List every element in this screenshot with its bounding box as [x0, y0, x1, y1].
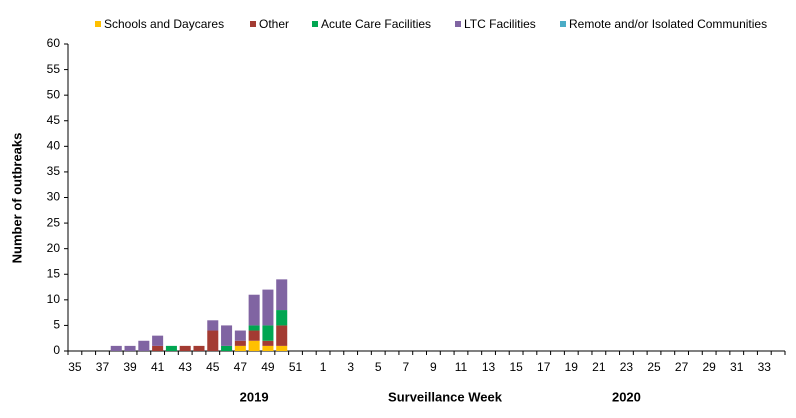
- bar-segment: [248, 330, 260, 341]
- bar-segment: [276, 345, 288, 351]
- x-tick-label: 9: [430, 360, 437, 374]
- x-axis-label: Surveillance Week: [388, 389, 503, 404]
- bar-segment: [152, 345, 164, 351]
- x-tick-label: 21: [592, 360, 606, 374]
- bar-segment: [124, 345, 136, 351]
- y-tick-label: 30: [47, 190, 61, 204]
- x-tick-label: 37: [96, 360, 110, 374]
- bar-segment: [262, 340, 274, 346]
- x-tick-label: 15: [509, 360, 523, 374]
- bar-segment: [207, 320, 219, 331]
- x-tick-label: 31: [730, 360, 744, 374]
- x-tick-label: 3: [347, 360, 354, 374]
- bar-segment: [262, 325, 274, 341]
- y-tick-label: 15: [47, 266, 61, 280]
- x-tick-label: 39: [123, 360, 137, 374]
- y-tick-label: 45: [47, 113, 61, 127]
- y-tick-label: 0: [53, 343, 60, 357]
- x-tick-label: 19: [565, 360, 579, 374]
- legend-label: Schools and Daycares: [104, 17, 224, 31]
- x-tick-label: 47: [234, 360, 248, 374]
- legend-label: Other: [259, 17, 289, 31]
- x-tick-label: 33: [758, 360, 772, 374]
- x-tick-label: 1: [320, 360, 327, 374]
- bar-segment: [207, 330, 219, 351]
- y-tick-label: 40: [47, 139, 61, 153]
- year-label: 2020: [612, 389, 641, 404]
- bar-segment: [110, 345, 122, 351]
- bar-segment: [248, 325, 260, 331]
- y-tick-label: 5: [53, 318, 60, 332]
- bar-segment: [262, 345, 274, 351]
- x-tick-label: 41: [151, 360, 165, 374]
- bar-segment: [248, 294, 260, 326]
- y-tick-label: 10: [47, 292, 61, 306]
- x-tick-label: 25: [647, 360, 661, 374]
- legend-label: Remote and/or Isolated Communities: [569, 17, 767, 31]
- x-tick-label: 7: [402, 360, 409, 374]
- x-tick-label: 35: [68, 360, 82, 374]
- x-tick-label: 45: [206, 360, 220, 374]
- x-tick-label: 13: [482, 360, 496, 374]
- y-axis-label: Number of outbreaks: [9, 133, 24, 264]
- bar-segment: [234, 340, 246, 346]
- bar-segment: [234, 330, 246, 341]
- bar-segment: [179, 345, 191, 351]
- bar-segment: [193, 345, 205, 351]
- x-tick-label: 23: [620, 360, 634, 374]
- bar-segment: [276, 325, 288, 346]
- bar-segment: [138, 340, 150, 351]
- legend-label: LTC Facilities: [464, 17, 536, 31]
- legend-swatch: [455, 21, 461, 27]
- y-tick-label: 60: [47, 36, 61, 50]
- y-tick-label: 55: [47, 62, 61, 76]
- y-tick-label: 20: [47, 241, 61, 255]
- bar-segment: [152, 335, 164, 346]
- legend-swatch: [312, 21, 318, 27]
- bar-segment: [248, 340, 260, 351]
- legend-swatch: [95, 21, 101, 27]
- x-tick-label: 49: [261, 360, 275, 374]
- year-label: 2019: [240, 389, 269, 404]
- y-tick-label: 35: [47, 164, 61, 178]
- x-tick-label: 5: [375, 360, 382, 374]
- y-tick-label: 50: [47, 87, 61, 101]
- legend-swatch: [250, 21, 256, 27]
- legend-swatch: [560, 21, 566, 27]
- bar-segment: [234, 345, 246, 351]
- bar-segment: [276, 310, 288, 326]
- x-tick-label: 11: [455, 360, 468, 374]
- bar-segment: [165, 345, 177, 351]
- bar-segment: [221, 345, 233, 351]
- bar-segment: [276, 279, 288, 311]
- x-tick-label: 43: [179, 360, 193, 374]
- x-tick-label: 17: [537, 360, 551, 374]
- x-tick-label: 27: [675, 360, 689, 374]
- bar-segment: [221, 325, 233, 346]
- legend-label: Acute Care Facilities: [321, 17, 431, 31]
- bar-segment: [262, 289, 274, 326]
- x-tick-label: 29: [702, 360, 716, 374]
- x-tick-label: 51: [289, 360, 303, 374]
- y-tick-label: 25: [47, 215, 61, 229]
